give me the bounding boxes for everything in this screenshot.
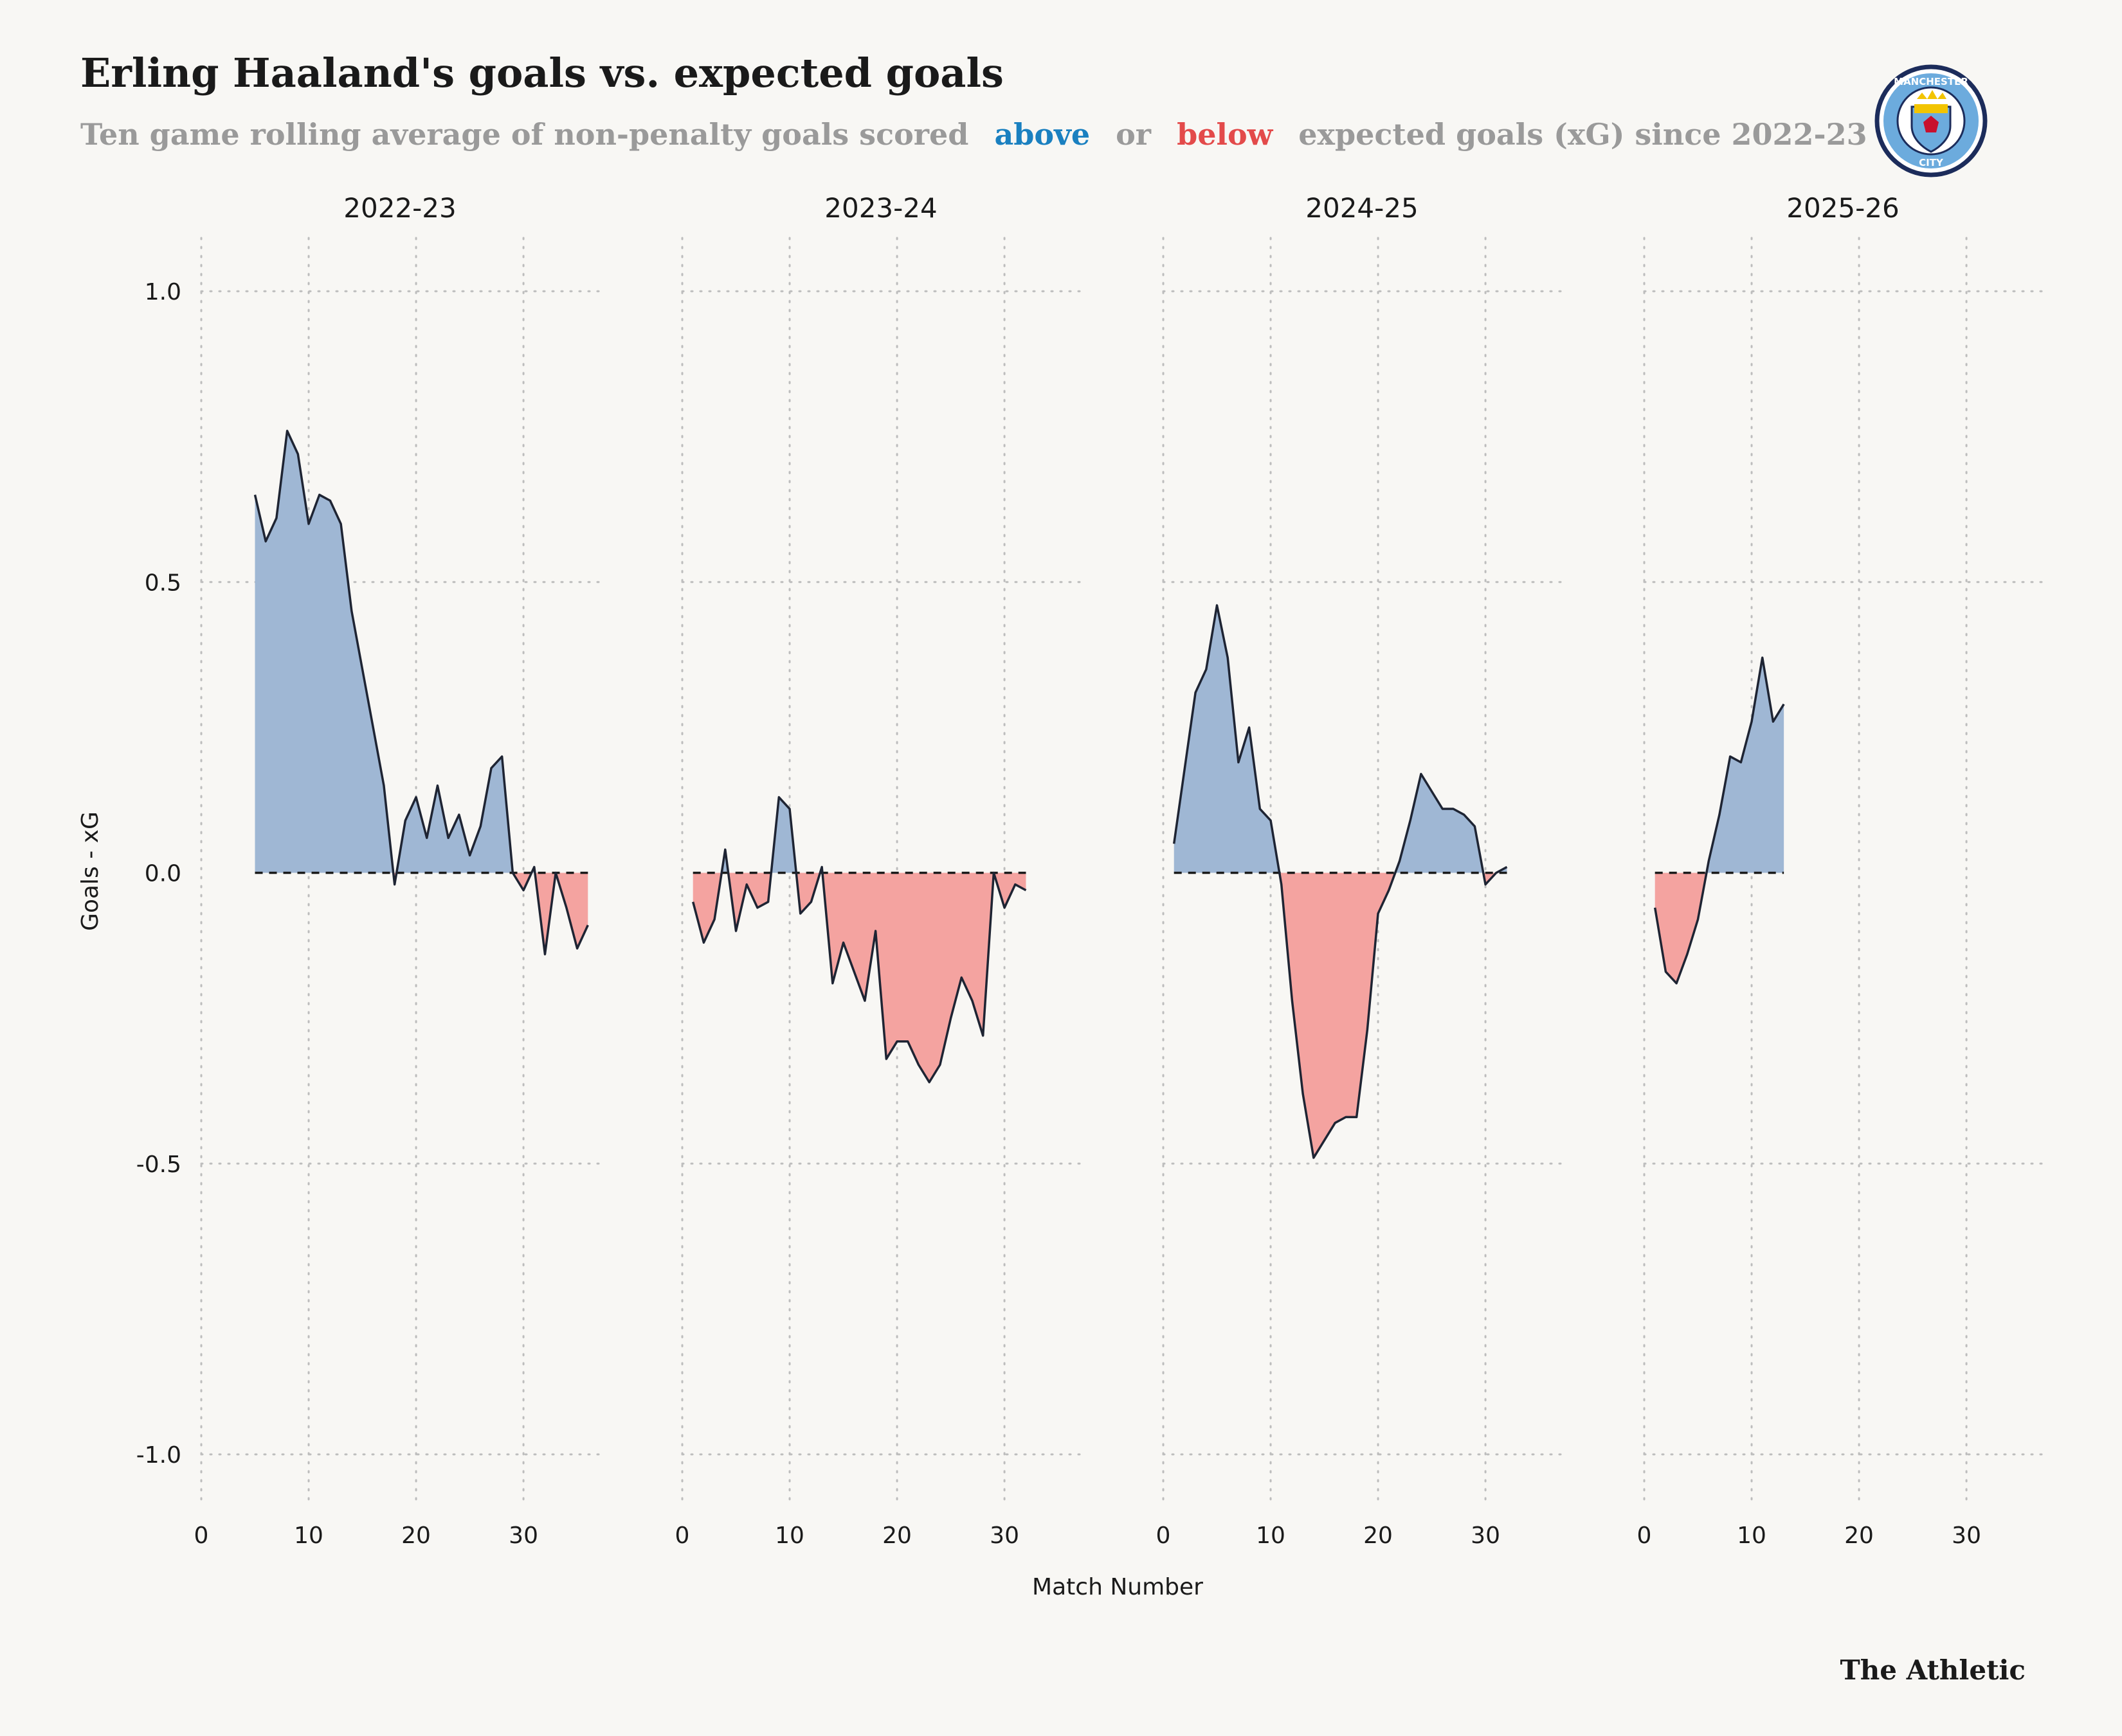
area-below-xg — [822, 873, 994, 1083]
crest-bottom-text: CITY — [1919, 157, 1944, 168]
area-above-xg — [1706, 657, 1784, 873]
facet-2023-24: 0 10 20 30 2023-24 — [675, 192, 1027, 1549]
area-above-xg — [255, 431, 394, 873]
subtitle-above: above — [994, 117, 1090, 152]
area-above-xg — [1174, 605, 1280, 873]
x-tick-label: 10 — [294, 1523, 323, 1549]
x-tick-label: 0 — [194, 1523, 209, 1549]
crest-top-text: MANCHESTER — [1894, 76, 1968, 87]
x-tick-label: 30 — [1471, 1523, 1500, 1549]
x-tick-label: 10 — [775, 1523, 804, 1549]
facet-2022-23: 0 10 20 30 2022-23 — [194, 192, 589, 1549]
x-tick-label: 20 — [401, 1523, 431, 1549]
series-line — [253, 429, 589, 955]
facet-label: 2022-23 — [343, 192, 457, 224]
area-above-xg — [1395, 773, 1483, 873]
series-line — [1172, 604, 1508, 1159]
x-tick-label: 10 — [1256, 1523, 1285, 1549]
y-tick-label: 0.0 — [145, 861, 181, 887]
subtitle-part1: Ten game rolling average of non-penalty … — [80, 117, 968, 152]
series-line — [692, 796, 1027, 1083]
y-tick-label: -1.0 — [136, 1442, 181, 1469]
x-axis-title: Match Number — [1032, 1574, 1203, 1600]
y-axis-title: Goals - xG — [77, 811, 104, 931]
area-below-xg — [534, 873, 556, 955]
area-below-xg — [1279, 873, 1395, 1158]
series-line — [1653, 656, 1785, 985]
chart-subtitle: Ten game rolling average of non-penalty … — [80, 117, 1867, 152]
y-tick-label: 0.5 — [145, 570, 181, 596]
facet-2025-26: 0 10 20 30 2025-26 — [1637, 192, 1981, 1549]
x-tick-label: 20 — [1844, 1523, 1874, 1549]
y-tick-label: -0.5 — [136, 1152, 181, 1178]
x-tick-label: 0 — [1156, 1523, 1171, 1549]
facet-label: 2025-26 — [1786, 192, 1900, 224]
facet-label: 2024-25 — [1305, 192, 1419, 224]
chart-title: Erling Haaland's goals vs. expected goal… — [80, 50, 1004, 96]
facets: 0 10 20 30 2022-23 0 10 20 30 2023-24 0 10 20 30 2024-… — [194, 192, 1981, 1549]
x-tick-label: 30 — [509, 1523, 538, 1549]
y-tick-labels: -1.0 -0.5 0.0 0.5 1.0 — [136, 279, 181, 1469]
x-tick-label: 0 — [675, 1523, 690, 1549]
x-tick-label: 10 — [1737, 1523, 1766, 1549]
x-tick-label: 20 — [1363, 1523, 1393, 1549]
area-above-xg — [396, 756, 513, 873]
subtitle-or: or — [1116, 117, 1152, 152]
x-tick-label: 20 — [882, 1523, 912, 1549]
x-tick-label: 30 — [1952, 1523, 1981, 1549]
x-tick-label: 0 — [1637, 1523, 1652, 1549]
facet-2024-25: 0 10 20 30 2024-25 — [1156, 192, 1508, 1549]
subtitle-below: below — [1177, 117, 1274, 152]
x-tick-label: 30 — [990, 1523, 1019, 1549]
facet-label: 2023-24 — [824, 192, 938, 224]
area-below-xg — [556, 873, 588, 949]
area-below-xg — [796, 873, 821, 914]
subtitle-part2: expected goals (xG) since 2022-23 — [1298, 117, 1867, 152]
grid-layer — [200, 290, 2043, 1456]
area-below-xg — [512, 873, 532, 891]
club-crest-logo: MANCHESTER CITY — [1874, 64, 1988, 177]
brand-logo-text: The Athletic — [1840, 1654, 2026, 1686]
area-below-xg — [1655, 873, 1707, 984]
y-tick-label: 1.0 — [145, 279, 181, 305]
